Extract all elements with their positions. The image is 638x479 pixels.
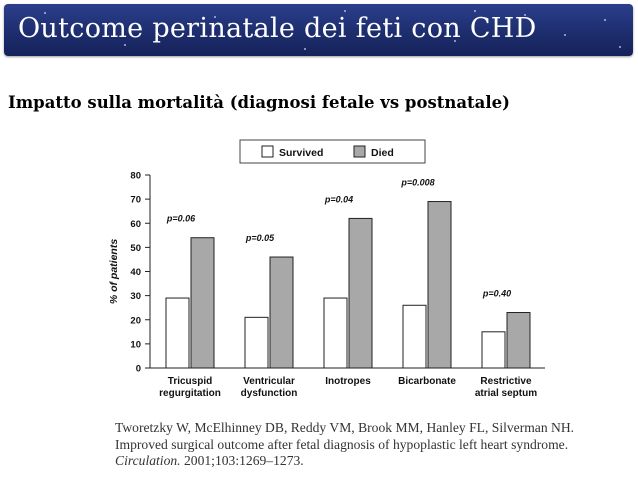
banner-star <box>124 44 126 46</box>
y-tick-label: 40 <box>130 267 141 278</box>
y-tick-label: 0 <box>136 364 141 375</box>
p-value-label: p=0.008 <box>400 178 434 188</box>
bar-chart: Survived Died 0 10 20 30 40 50 60 70 80 % of patien… <box>108 139 545 399</box>
citation: Tworetzky W, McElhinney DB, Reddy VM, Br… <box>115 420 585 470</box>
banner-star <box>44 12 46 14</box>
bar-survived <box>323 297 348 369</box>
p-value-label: p=0.05 <box>245 233 275 243</box>
slide-subtitle: Impatto sulla mortalità (diagnosi fetale… <box>8 93 510 112</box>
banner-star <box>214 16 216 18</box>
banner-star <box>384 24 386 26</box>
y-tick-label: 70 <box>130 195 141 206</box>
citation-text: Tworetzky W, McElhinney DB, Reddy VM, Br… <box>115 420 575 452</box>
p-value-label: p=0.04 <box>324 194 353 204</box>
citation-details: 2001;103:1269–1273. <box>180 453 304 468</box>
x-tick-label: Ventricular <box>243 376 295 387</box>
bar-died <box>348 217 373 369</box>
bar-survived <box>402 304 427 369</box>
legend-swatch-died <box>353 145 366 158</box>
x-tick-label: Tricuspid <box>168 376 212 387</box>
legend-label-died: Died <box>371 147 394 159</box>
legend-box <box>239 139 426 164</box>
x-tick-label: Inotropes <box>325 376 371 387</box>
legend-label-survived: Survived <box>279 147 323 159</box>
bar-died <box>190 237 215 369</box>
banner-star <box>604 19 606 21</box>
x-tick-label: regurgitation <box>159 388 221 399</box>
x-tick-label: Restrictive <box>480 376 532 387</box>
y-tick-label: 20 <box>130 315 141 326</box>
banner-star <box>254 34 256 36</box>
chart-area: Survived Died 0 10 20 30 40 50 60 70 80 % of patien… <box>95 130 565 415</box>
bar-survived <box>481 331 506 369</box>
banner-star <box>474 10 476 12</box>
bar-died <box>506 312 531 369</box>
y-tick-label: 60 <box>130 219 141 230</box>
slide-title: Outcome perinatale dei feti con CHD <box>18 13 537 44</box>
y-tick-label: 50 <box>130 243 141 254</box>
x-tick-label: atrial septum <box>475 388 537 399</box>
banner-star <box>454 40 456 42</box>
p-value-label: p=0.40 <box>482 289 511 299</box>
y-tick-label: 10 <box>130 339 141 350</box>
y-tick-label: 30 <box>130 291 141 302</box>
x-tick-label: dysfunction <box>241 388 298 399</box>
bar-survived <box>165 297 190 369</box>
y-tick-label: 80 <box>130 171 141 182</box>
x-tick-label: Bicarbonate <box>398 376 456 387</box>
banner-star <box>619 46 621 48</box>
banner-star <box>94 34 96 36</box>
banner-star <box>344 10 346 12</box>
banner-star <box>304 48 306 50</box>
bar-survived <box>244 316 269 369</box>
legend-swatch-survived <box>261 145 274 158</box>
y-axis-label: % of patients <box>108 239 120 304</box>
banner-star <box>524 14 526 16</box>
citation-journal: Circulation. <box>115 453 181 468</box>
p-value-label: p=0.06 <box>166 214 196 224</box>
banner-star <box>564 34 566 36</box>
bar-died <box>427 201 452 369</box>
title-banner: Outcome perinatale dei feti con CHD <box>4 4 633 56</box>
bar-died <box>269 256 294 369</box>
